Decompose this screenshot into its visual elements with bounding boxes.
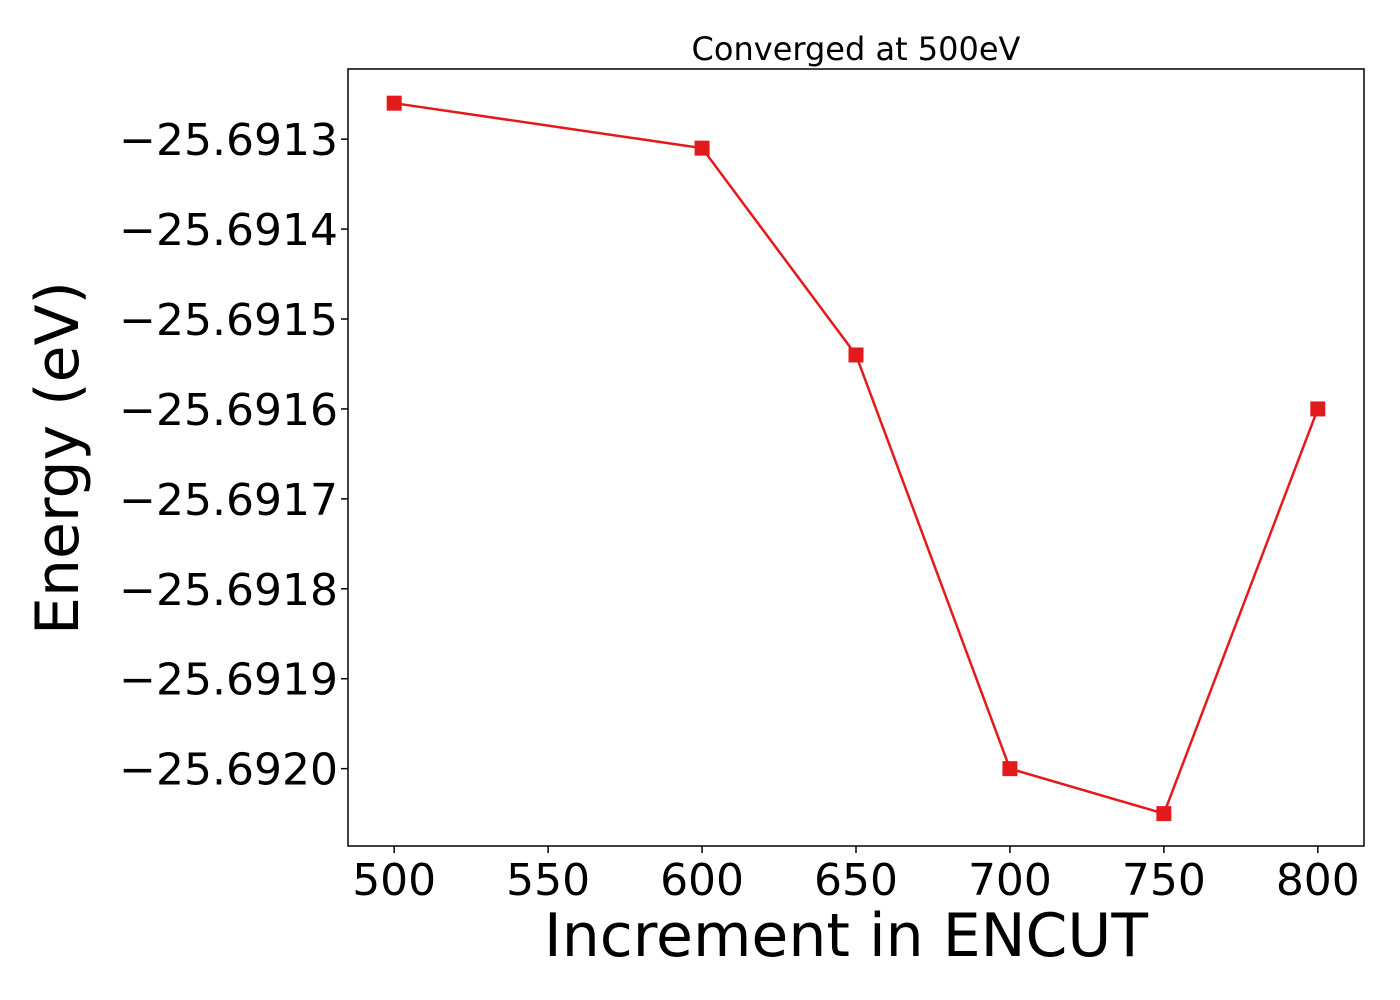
y-tick-label: −25.6918 bbox=[119, 565, 338, 616]
x-tick-label: 700 bbox=[968, 855, 1052, 906]
data-point-marker bbox=[1002, 761, 1018, 777]
x-tick-label: 500 bbox=[352, 855, 436, 906]
y-tick-label: −25.6917 bbox=[119, 475, 338, 526]
chart-title: Converged at 500eV bbox=[692, 30, 1021, 68]
data-point-marker bbox=[1156, 806, 1172, 822]
x-tick-label: 800 bbox=[1276, 855, 1360, 906]
y-axis-label: Energy (eV) bbox=[23, 281, 93, 635]
plot-frame bbox=[347, 68, 1365, 847]
series-layer bbox=[386, 95, 1326, 822]
data-point-marker bbox=[1310, 401, 1326, 417]
plot-area bbox=[348, 69, 1364, 846]
x-tick-label: 550 bbox=[506, 855, 590, 906]
y-axis-ticks: −25.6913 −25.6914 −25.6915 −25.6916 −25.6917… bbox=[119, 115, 348, 796]
x-axis-ticks: 500 550 600 650 700 750 800 bbox=[352, 846, 1360, 906]
data-point-marker bbox=[848, 347, 864, 363]
y-tick-label: −25.6914 bbox=[119, 205, 338, 256]
data-point-marker bbox=[386, 95, 402, 111]
x-tick-label: 600 bbox=[660, 855, 744, 906]
y-tick-label: −25.6919 bbox=[119, 655, 338, 706]
x-tick-label: 750 bbox=[1122, 855, 1206, 906]
y-tick-label: −25.6913 bbox=[119, 115, 338, 166]
y-tick-label: −25.6915 bbox=[119, 295, 338, 346]
series-line bbox=[394, 101, 1319, 816]
y-tick-label: −25.6920 bbox=[119, 745, 338, 796]
x-tick-label: 650 bbox=[814, 855, 898, 906]
x-axis-label: Increment in ENCUT bbox=[544, 901, 1148, 971]
y-tick-label: −25.6916 bbox=[119, 385, 338, 436]
data-point-marker bbox=[694, 140, 710, 156]
